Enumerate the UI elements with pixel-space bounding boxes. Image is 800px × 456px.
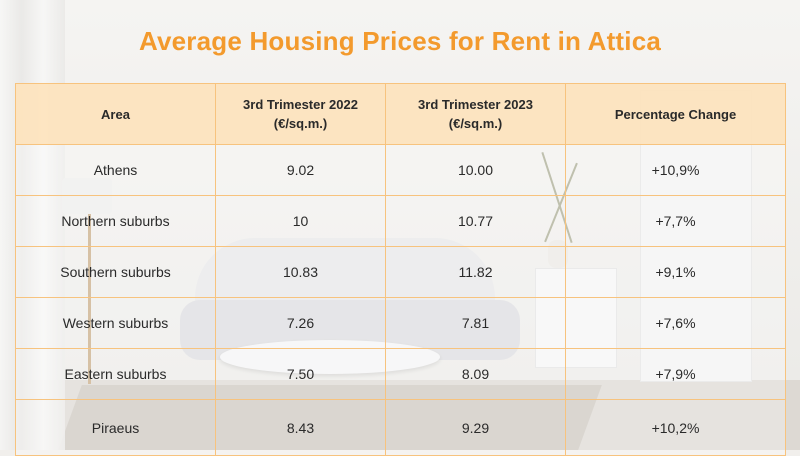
cell-q3-2022: 10.83 (215, 246, 386, 298)
cell-area: Eastern suburbs (15, 348, 216, 400)
cell-change: +10,9% (565, 144, 786, 196)
table-row: Southern suburbs 10.83 11.82 +9,1% (15, 246, 786, 298)
cell-area: Athens (15, 144, 216, 196)
price-table: Area 3rd Trimester 2022 (€/sq.m.) 3rd Tr… (15, 83, 786, 456)
cell-q3-2022: 8.43 (215, 399, 386, 456)
cell-q3-2023: 8.09 (385, 348, 566, 400)
header-change-label: Percentage Change (614, 106, 737, 122)
cell-q3-2023: 10.00 (385, 144, 566, 196)
cell-area: Southern suburbs (15, 246, 216, 298)
table-row: Western suburbs 7.26 7.81 +7,6% (15, 297, 786, 349)
header-q3-2022-unit: (€/sq.m.) (273, 116, 328, 131)
table-header-row: Area 3rd Trimester 2022 (€/sq.m.) 3rd Tr… (15, 83, 786, 145)
table-row: Eastern suburbs 7.50 8.09 +7,9% (15, 348, 786, 400)
cell-q3-2023: 10.77 (385, 195, 566, 247)
cell-q3-2023: 9.29 (385, 399, 566, 456)
chart-title: Average Housing Prices for Rent in Attic… (138, 26, 662, 56)
cell-change: +10,2% (565, 399, 786, 456)
header-area-label: Area (101, 106, 130, 122)
header-q3-2022-label: 3rd Trimester 2022 (243, 97, 358, 112)
header-area: Area (15, 83, 216, 145)
cell-change: +9,1% (565, 246, 786, 298)
table-row: Piraeus 8.43 9.29 +10,2% (15, 399, 786, 456)
cell-q3-2022: 7.50 (215, 348, 386, 400)
cell-area: Northern suburbs (15, 195, 216, 247)
cell-area: Western suburbs (15, 297, 216, 349)
cell-change: +7,9% (565, 348, 786, 400)
header-q3-2023-label: 3rd Trimester 2023 (418, 97, 533, 112)
cell-change: +7,7% (565, 195, 786, 247)
cell-q3-2023: 7.81 (385, 297, 566, 349)
cell-q3-2022: 9.02 (215, 144, 386, 196)
cell-q3-2023: 11.82 (385, 246, 566, 298)
header-q3-2023-unit: (€/sq.m.) (448, 116, 503, 131)
cell-q3-2022: 10 (215, 195, 386, 247)
header-percentage-change: Percentage Change (565, 83, 786, 145)
cell-change: +7,6% (565, 297, 786, 349)
header-q3-2022: 3rd Trimester 2022 (€/sq.m.) (215, 83, 386, 145)
cell-area: Piraeus (15, 399, 216, 456)
cell-q3-2022: 7.26 (215, 297, 386, 349)
table-row: Athens 9.02 10.00 +10,9% (15, 144, 786, 196)
header-q3-2023: 3rd Trimester 2023 (€/sq.m.) (385, 83, 566, 145)
table-row: Northern suburbs 10 10.77 +7,7% (15, 195, 786, 247)
